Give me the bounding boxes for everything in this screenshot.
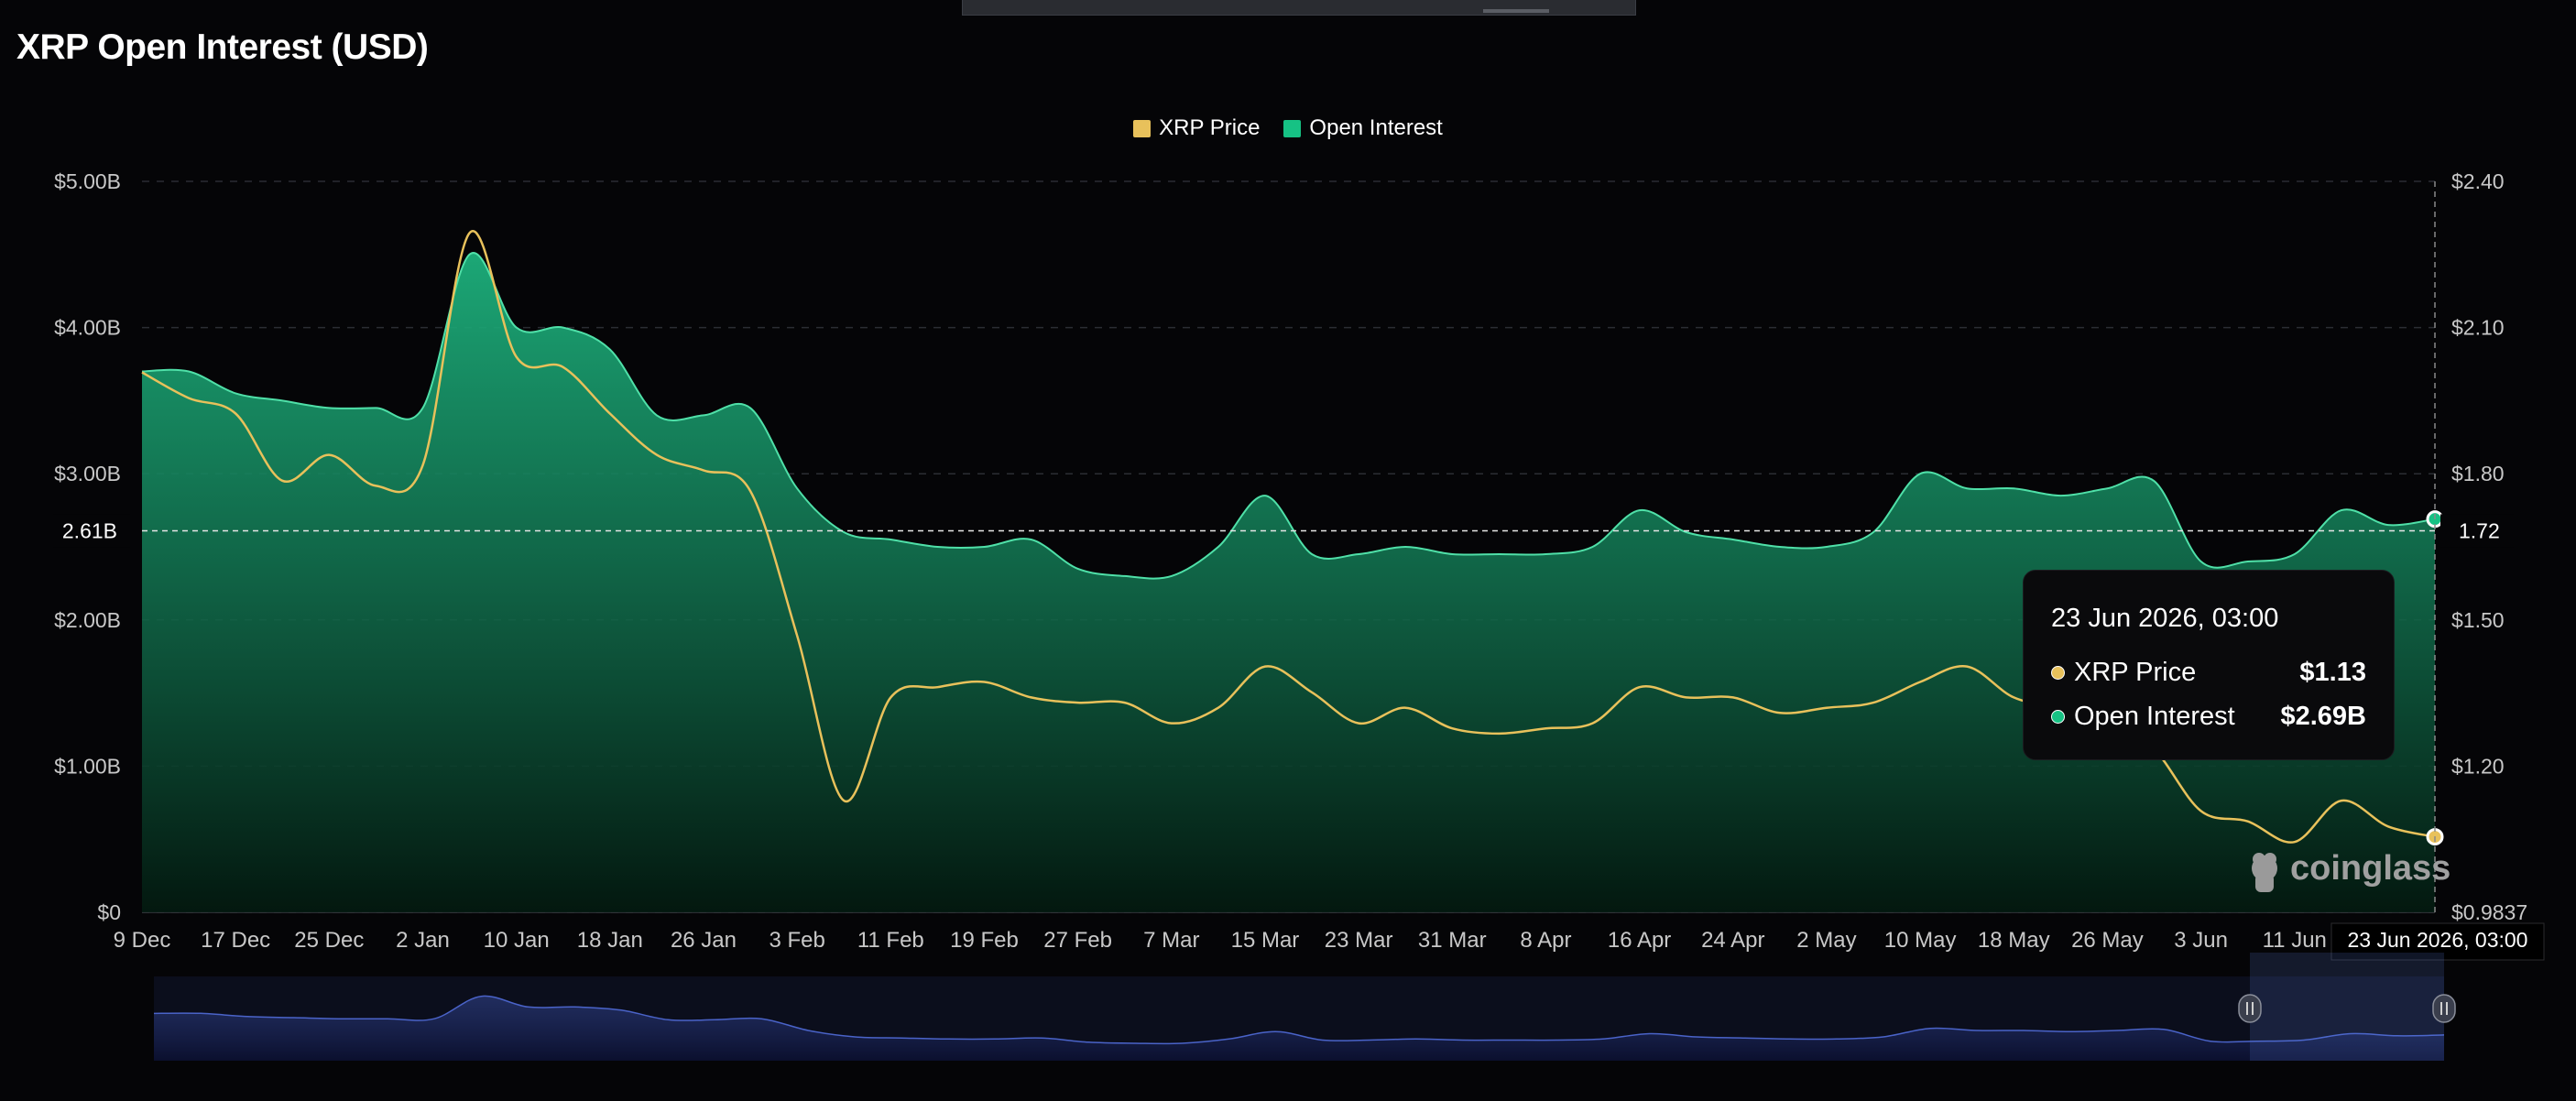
axes: $0 $0.9837 $1.00B $1.20 $2.00B $1.50 $3.00B $1.… [54, 169, 2527, 953]
x-tick-label: 25 Dec [294, 928, 364, 953]
x-tick-label: 18 May [1978, 928, 2050, 953]
tooltip-label-oi: Open Interest [2074, 702, 2235, 731]
y-left-tick-label: $2.00B [54, 608, 121, 632]
crosshair-x-label: 23 Jun 2026, 03:00 [2348, 928, 2528, 952]
legend-swatch-price [1133, 119, 1152, 137]
legend-swatch-oi [1283, 119, 1302, 137]
x-tick-label: 2 May [1796, 928, 1856, 953]
x-tick-label: 11 Feb [857, 928, 924, 953]
tooltip-dot-oi [2051, 710, 2065, 724]
legend-label-oi: Open Interest [1309, 115, 1443, 140]
y-left-tick-label: $5.00B [54, 169, 121, 193]
crosshair-left-label-bg [53, 514, 130, 548]
tooltip-row-oi: Open Interest $2.69B [2051, 702, 2366, 732]
x-tick-label: 19 Feb [950, 928, 1019, 953]
y-right-tick-label: $1.80 [2451, 462, 2505, 485]
tooltip: 23 Jun 2026, 03:00 XRP Price $1.13 Open … [2023, 570, 2395, 760]
crosshair-right-label-bg [2440, 514, 2514, 548]
x-tick-label: 23 Mar [1325, 928, 1393, 953]
x-tick-label: 8 Apr [1520, 928, 1571, 953]
chart-legend: XRP Price Open Interest [0, 115, 2576, 141]
x-tick-label: 16 Apr [1608, 928, 1671, 953]
page-title: XRP Open Interest (USD) [16, 27, 429, 67]
crosshair-left-label: 2.61B [62, 518, 117, 542]
y-right-tick-label: $2.40 [2451, 169, 2505, 193]
crosshair-right-label: 1.72 [2459, 518, 2500, 542]
x-tick-label: 26 May [2071, 928, 2144, 953]
y-right-tick-label: $0.9837 [2451, 900, 2527, 924]
tooltip-date: 23 Jun 2026, 03:00 [2051, 604, 2279, 633]
x-tick-label: 11 Jun [2263, 928, 2327, 953]
navigator-area [154, 996, 2444, 1061]
watermark: coinglass [2252, 849, 2450, 892]
tooltip-value-price: $1.13 [2299, 658, 2366, 687]
series-line-open-interest [141, 252, 2436, 580]
y-left-tick-label: $0 [97, 900, 121, 924]
tooltip-dot-price [2051, 666, 2065, 680]
top-scroll-strip[interactable] [962, 0, 1636, 16]
x-tick-label: 17 Dec [201, 928, 270, 953]
navigator-line [153, 995, 2445, 1045]
x-tick-label: 10 May [1884, 928, 1957, 953]
coinglass-logo-icon [2252, 853, 2277, 892]
x-tick-label: 24 Apr [1701, 928, 1764, 953]
crosshair-x-label-bg [2330, 922, 2545, 961]
y-right-tick-label: $1.50 [2451, 608, 2505, 632]
x-tick-label: 3 Jun [2174, 928, 2228, 953]
watermark-text: coinglass [2290, 849, 2450, 888]
x-tick-label: 3 Feb [769, 928, 824, 953]
legend-item-oi[interactable]: Open Interest [1283, 115, 1443, 141]
x-tick-label: 2 Jan [396, 928, 450, 953]
tooltip-value-oi: $2.69B [2280, 702, 2366, 731]
legend-item-price[interactable]: XRP Price [1133, 115, 1260, 141]
navigator-left-handle[interactable] [2238, 994, 2262, 1023]
x-tick-label: 26 Jan [671, 928, 737, 953]
range-navigator[interactable] [153, 953, 2456, 1061]
x-tick-label: 27 Feb [1043, 928, 1112, 953]
crosshair: 2.61B 1.72 23 Jun 2026, 03:00 [53, 181, 2545, 961]
y-left-tick-label: $1.00B [54, 754, 121, 778]
x-tick-label: 10 Jan [484, 928, 550, 953]
x-tick-label: 31 Mar [1418, 928, 1487, 953]
x-tick-label: 18 Jan [577, 928, 643, 953]
legend-label-price: XRP Price [1159, 115, 1261, 140]
navigator-selection[interactable] [2250, 953, 2444, 1061]
tooltip-row-price: XRP Price $1.13 [2051, 658, 2366, 688]
y-left-tick-label: $3.00B [54, 462, 121, 485]
navigator-right-handle[interactable] [2432, 994, 2456, 1023]
tooltip-label-price: XRP Price [2074, 658, 2197, 687]
series-area-open-interest [142, 253, 2435, 912]
y-right-tick-label: $2.10 [2451, 316, 2505, 340]
y-right-tick-label: $1.20 [2451, 754, 2505, 778]
scroll-knob[interactable] [1483, 9, 1549, 13]
x-tick-label: 7 Mar [1143, 928, 1199, 953]
x-tick-label: 9 Dec [114, 928, 171, 953]
x-tick-label: 15 Mar [1231, 928, 1300, 953]
y-left-tick-label: $4.00B [54, 316, 121, 340]
